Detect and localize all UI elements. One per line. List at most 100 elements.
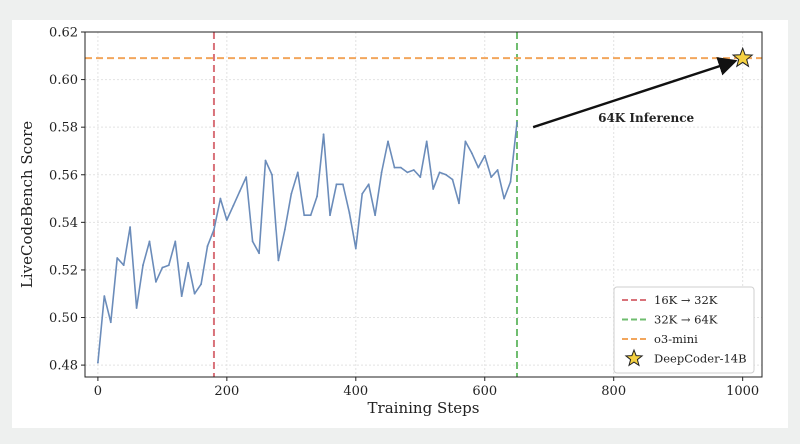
data-point [206,245,209,248]
data-point [361,192,364,195]
chart-frame: 64K Inference 0 200 400 600 800 1000 0.48 0.50 0… [12,20,788,428]
data-point [187,261,190,264]
legend-label: o3-mini [654,332,698,346]
y-axis-label: LiveCodeBench Score [18,121,36,288]
y-tick-label: 0.50 [49,311,78,326]
data-point [103,295,106,298]
axis-ticks: 0 200 400 600 800 1000 0.48 0.50 0.52 0.54 0.56 0.5… [49,26,759,400]
data-point [380,171,383,174]
data-point [458,202,460,205]
data-point [438,171,441,174]
y-tick-label: 0.52 [49,263,78,278]
x-tick-label: 200 [214,384,239,399]
data-point [142,264,144,267]
data-point [219,197,222,200]
data-point [496,169,499,171]
data-point [232,204,235,207]
data-point [509,180,512,183]
plot-border [84,31,763,378]
data-point [200,283,202,286]
legend-box [613,286,755,374]
data-point [193,292,196,295]
data-point [393,166,396,169]
y-tick-label: 0.58 [49,121,78,136]
data-point [116,257,119,259]
x-tick-label: 1000 [726,384,759,399]
data-point [180,295,183,298]
data-point [122,264,125,267]
y-tick-label: 0.62 [49,26,78,41]
annotation-arrow [532,57,738,129]
data-point [245,176,248,179]
data-point [174,240,177,243]
data-point [412,169,415,171]
data-point [329,214,331,217]
data-point [251,240,254,243]
data-point [225,219,228,221]
data-point [303,214,306,217]
data-point [271,173,273,176]
annotation-label: 64K Inference [598,111,694,125]
y-tick-label: 0.48 [49,359,78,374]
data-point [167,264,170,267]
series-line [97,122,518,363]
data-point [135,307,138,309]
data-point [342,183,344,186]
data-point [238,190,241,193]
data-point [148,240,151,243]
x-tick-label: 0 [94,384,102,399]
legend-label: DeepCoder-14B [654,352,747,366]
data-point [335,183,338,186]
line-chart: 64K Inference 0 200 400 600 800 10000.480.500… [18,26,763,417]
data-point [503,197,505,200]
data-point [406,171,409,174]
data-point [322,133,325,136]
data-point [283,228,286,231]
data-point [213,228,215,231]
data-point [432,188,435,190]
data-point [374,214,377,217]
data-point [419,176,422,179]
data-point [387,140,389,143]
data-point [264,159,267,162]
data-point [354,247,357,250]
x-tick-label: 800 [601,384,626,399]
data-point [516,121,518,124]
x-tick-label: 600 [472,384,497,399]
data-point [96,361,99,364]
data-point [367,183,370,186]
deepcoder-star-marker [731,46,754,68]
data-point [464,140,467,143]
data-point [290,192,293,195]
data-point [109,321,112,324]
x-axis-label: Training Steps [368,399,480,417]
data-point [400,166,402,169]
data-point [296,171,299,174]
data-point [258,252,260,255]
data-point [161,266,164,269]
data-point [425,140,428,143]
data-point [155,280,157,283]
data-point [316,195,319,198]
y-tick-label: 0.54 [49,216,78,231]
data-point [309,214,312,217]
legend-label: 16K → 32K [654,293,718,307]
annotations: 64K Inference [532,57,738,129]
data-point [477,166,480,169]
y-tick-label: 0.56 [49,168,78,183]
reference-lines [85,32,762,377]
legend: 16K → 32K 32K → 64K o3-mini DeepCoder-14B [613,286,755,374]
data-point [470,152,473,155]
y-tick-label: 0.60 [49,73,78,88]
data-point [445,173,447,176]
data-point [483,154,486,157]
data-point [348,211,351,214]
legend-star-icon [624,348,644,367]
data-point [277,259,280,262]
marker-points [731,46,754,68]
data-point [451,178,454,181]
data-point [490,176,493,179]
data-point [129,226,132,229]
x-tick-label: 400 [343,384,368,399]
legend-label: 32K → 64K [654,313,718,327]
